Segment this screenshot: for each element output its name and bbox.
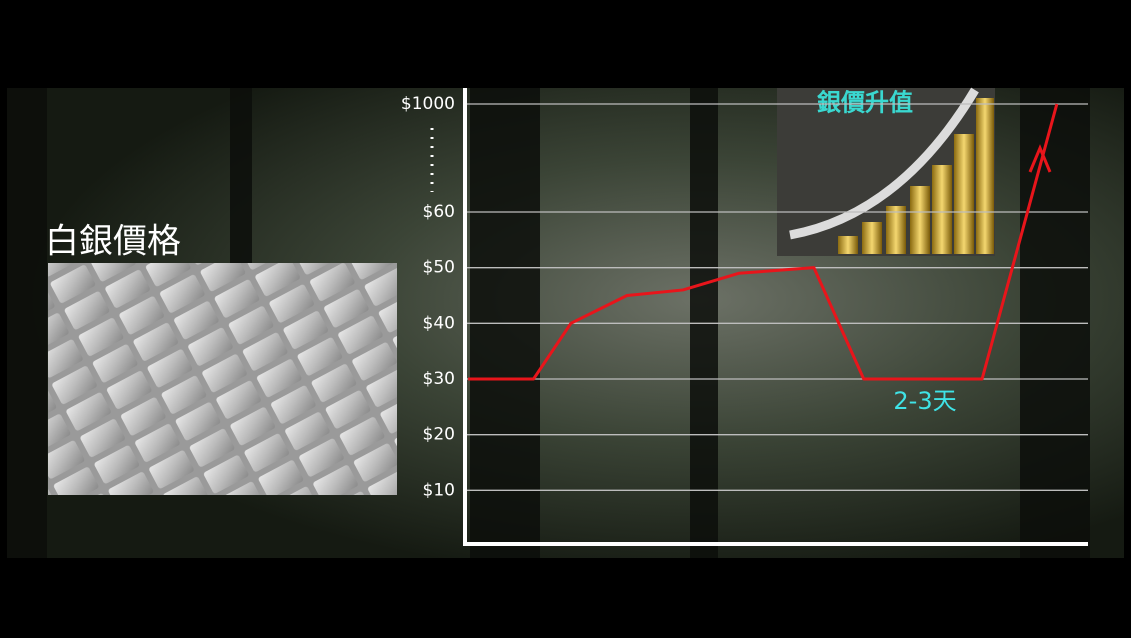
y-tick-label: $1000 [401,94,455,114]
y-tick-label: $60 [423,202,455,222]
y-tick-label: $50 [423,258,455,278]
annotation: 2-3天 [893,387,956,415]
silver-image [48,263,397,495]
y-tick-label: $40 [423,313,455,333]
y-tick-label: $30 [423,369,455,389]
price-line [468,103,1059,381]
arrow-head [1028,144,1052,173]
y-tick-label: $10 [423,480,455,500]
inset-title: 銀價升值 [817,88,913,117]
chart-title: 白銀價格 [45,222,181,262]
plot: $10 $20 $30 $40 $50 $60 $1000 [401,94,1088,500]
inset-image: 銀價升值 [777,88,995,256]
y-tick-label: $20 [423,425,455,445]
